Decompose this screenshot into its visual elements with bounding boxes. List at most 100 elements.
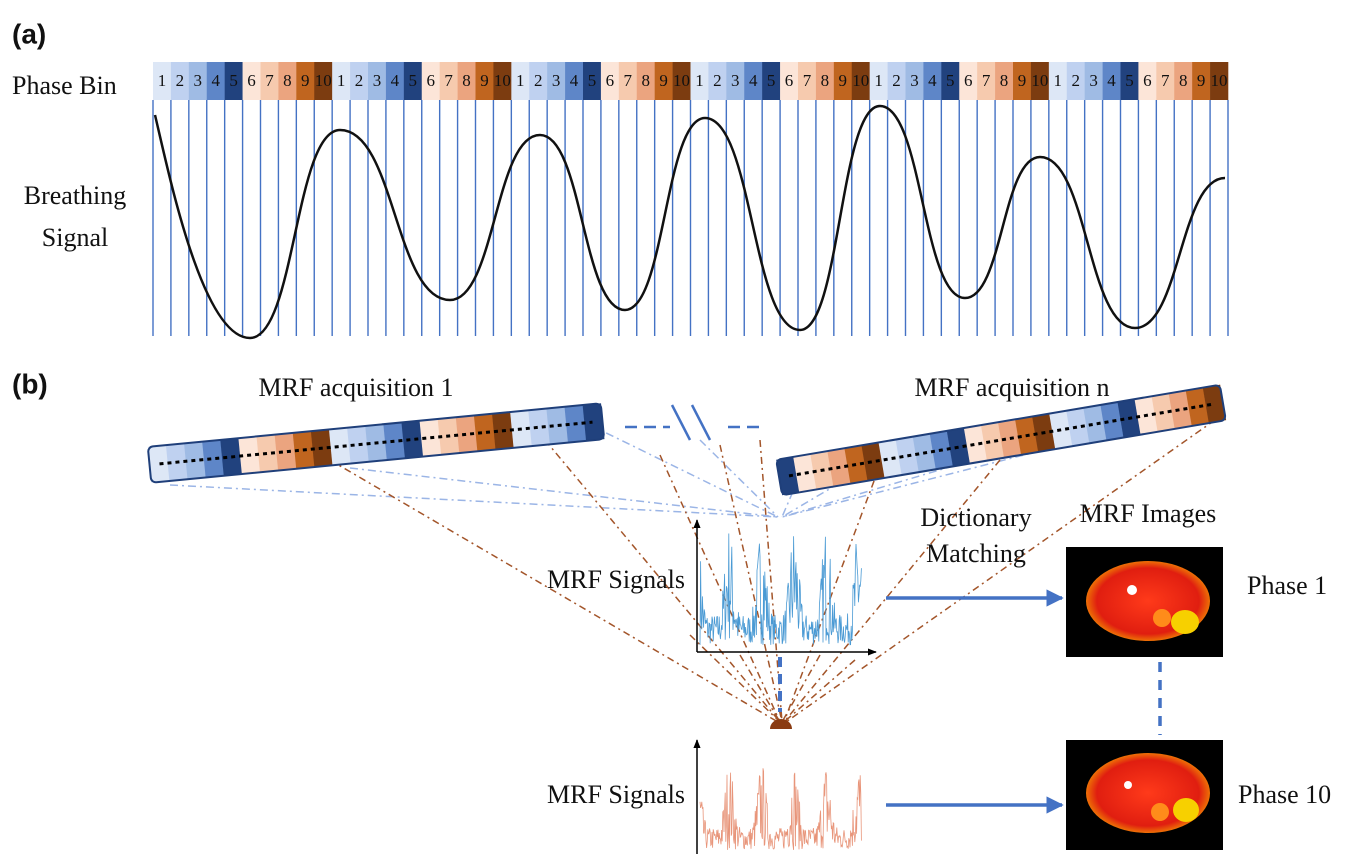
bin-number: 3 — [194, 71, 203, 90]
bin-number: 4 — [391, 71, 400, 90]
signal-label: Signal — [42, 223, 108, 252]
bin-number: 6 — [1143, 71, 1152, 90]
bin-number: 2 — [713, 71, 722, 90]
bin-cell — [1030, 62, 1050, 100]
bin-number: 5 — [409, 71, 418, 90]
bin-number: 7 — [444, 71, 453, 90]
signal-plot — [693, 519, 877, 656]
bin-number: 7 — [1161, 71, 1170, 90]
bin-number: 10 — [494, 71, 511, 90]
bin-cell — [654, 62, 673, 100]
bin-cell — [350, 62, 369, 100]
bin-number: 5 — [229, 71, 238, 90]
bin-number: 8 — [283, 71, 292, 90]
bin-cell — [690, 62, 709, 100]
panel-label: (a) — [12, 18, 46, 49]
bar-cell — [528, 408, 551, 447]
bar-cell — [347, 425, 369, 464]
acquisition-bar — [147, 402, 605, 484]
bin-cell — [242, 62, 261, 100]
bin-number: 3 — [910, 71, 919, 90]
bin-number: 2 — [1071, 71, 1080, 90]
bar-cell — [895, 436, 919, 476]
bin-number: 8 — [462, 71, 471, 90]
bar-cell — [1066, 407, 1090, 447]
bar-cell — [776, 456, 800, 496]
bin-cell — [600, 62, 620, 100]
signals-label: MRF Signals — [547, 565, 685, 594]
bin-cell — [780, 62, 799, 100]
bin-number: 8 — [821, 71, 830, 90]
bar-cell — [844, 445, 868, 484]
bin-cell — [493, 62, 512, 100]
bin-number: 9 — [301, 71, 310, 90]
bar-cell — [1100, 401, 1124, 441]
bin-cell — [1156, 62, 1175, 100]
matching-label: Dictionary — [920, 503, 1031, 532]
bin-cell — [744, 62, 763, 100]
bin-number: 7 — [803, 71, 812, 90]
bin-cell — [475, 62, 494, 100]
bin-number: 7 — [982, 71, 991, 90]
phase-label: Phase 1 — [1247, 571, 1327, 600]
bin-cell — [869, 62, 888, 100]
bin-cell — [1210, 62, 1229, 100]
bin-number: 1 — [874, 71, 883, 90]
bar-cell — [1202, 384, 1227, 424]
bin-number: 6 — [964, 71, 973, 90]
bin-cell — [672, 62, 691, 100]
bar-cell — [256, 434, 279, 473]
bin-cell — [977, 62, 996, 100]
acquisition-label: MRF acquisition n — [914, 373, 1109, 402]
bin-cell — [1066, 62, 1085, 100]
bin-cell — [851, 62, 870, 100]
bar-cell — [963, 425, 988, 464]
bar-frame — [775, 384, 1227, 496]
bar-cell — [1083, 404, 1107, 444]
bar-cell — [1185, 387, 1210, 426]
bin-cell — [314, 62, 333, 100]
bin-cell — [762, 62, 781, 100]
bar-cell — [980, 422, 1005, 461]
bin-number: 4 — [749, 71, 758, 90]
bin-node — [770, 719, 792, 729]
bar-cell — [997, 419, 1022, 458]
signals-label: MRF Signals — [547, 780, 685, 809]
signal-plot — [693, 739, 862, 854]
bar-cell — [861, 442, 885, 481]
bin-number: 10 — [315, 71, 332, 90]
acquisition-bar — [775, 384, 1227, 496]
bar-cell — [455, 415, 478, 454]
bin-cell — [618, 62, 638, 100]
bin-cell — [1048, 62, 1068, 100]
bin-cell — [887, 62, 906, 100]
bin-number: 10 — [1211, 71, 1228, 90]
bin-cell — [583, 62, 602, 100]
bin-number: 9 — [839, 71, 848, 90]
bin-cell — [188, 62, 208, 100]
bin-cell — [815, 62, 835, 100]
bin-cell — [511, 62, 530, 100]
bin-number: 2 — [534, 71, 543, 90]
bar-cell — [147, 445, 170, 483]
bin-number: 8 — [1000, 71, 1009, 90]
bin-cell — [332, 62, 351, 100]
bin-number: 6 — [606, 71, 615, 90]
bin-cell — [995, 62, 1014, 100]
bin-cell — [439, 62, 458, 100]
bin-cell — [278, 62, 297, 100]
bin-number: 3 — [731, 71, 740, 90]
bin-cell — [260, 62, 279, 100]
bin-cell — [636, 62, 655, 100]
bin-cell — [529, 62, 548, 100]
bin-cell — [833, 62, 853, 100]
bar-axis — [159, 420, 593, 466]
bin-number: 7 — [265, 71, 274, 90]
panel-label: (b) — [12, 368, 48, 399]
bar-cell — [202, 439, 225, 478]
bin-number: 3 — [552, 71, 561, 90]
bin-cell — [296, 62, 315, 100]
bin-cell — [1138, 62, 1157, 100]
bin-cell — [726, 62, 745, 100]
